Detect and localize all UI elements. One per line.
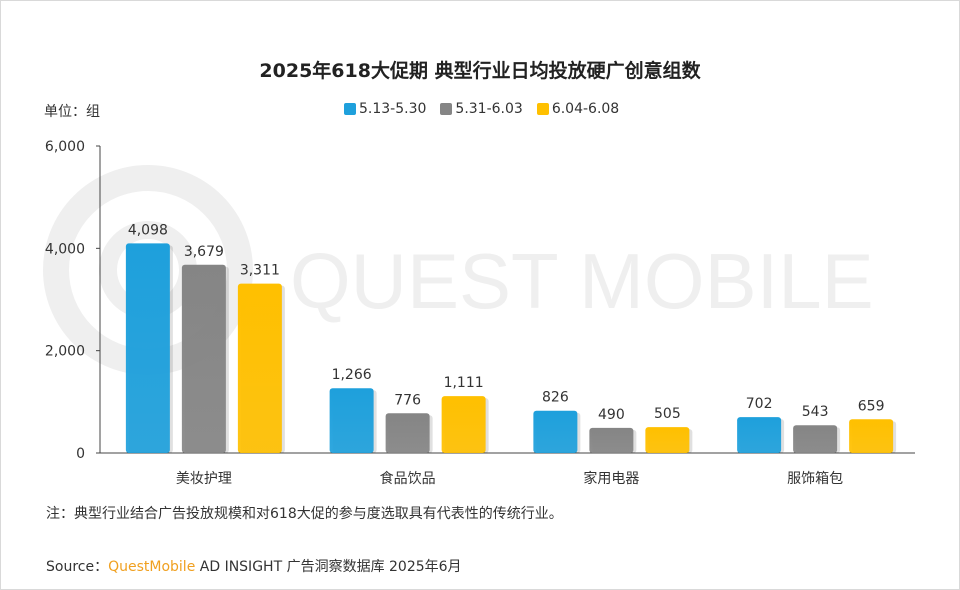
legend-label-series1: 5.13-5.30 — [359, 101, 427, 117]
watermark: QUEST MOBILE — [43, 165, 874, 375]
bars — [125, 243, 897, 453]
bar-2 — [181, 264, 226, 453]
bar-1 — [737, 417, 782, 453]
y-tick-label: 4,000 — [45, 241, 85, 257]
watermark-text: QUEST MOBILE — [290, 237, 874, 325]
x-category-label: 服饰箱包 — [787, 471, 843, 487]
source-prefix: Source： — [46, 559, 109, 575]
bar-2 — [589, 427, 634, 453]
unit-label: 单位：组 — [44, 104, 100, 120]
legend-label-series2: 5.31-6.03 — [455, 101, 523, 117]
bar-value-label: 1,266 — [332, 367, 372, 383]
bar-value-label: 776 — [394, 392, 421, 408]
y-tick-label: 2,000 — [45, 344, 85, 360]
bar-value-label: 3,679 — [184, 244, 224, 260]
bar-1 — [329, 388, 374, 453]
bar-value-label: 543 — [802, 404, 829, 420]
legend: 5.13-5.30 5.31-6.03 6.04-6.08 — [344, 101, 619, 117]
bar-value-label: 4,098 — [128, 222, 168, 238]
bar-1 — [125, 243, 170, 453]
x-category-label: 美妆护理 — [176, 471, 232, 487]
bar-value-label: 659 — [858, 398, 885, 414]
source-brand: QuestMobile — [108, 559, 196, 575]
legend-item-series3: 6.04-6.08 — [536, 101, 620, 117]
legend-swatch-series2 — [440, 103, 453, 115]
bar-3 — [849, 419, 894, 453]
legend-label-series3: 6.04-6.08 — [551, 101, 620, 117]
bar-1 — [533, 410, 578, 453]
legend-swatch-series3 — [536, 103, 549, 115]
axes: 0 2,000 4,000 6,000 美妆护理 食品饮品 家用电器 服饰箱包 — [45, 139, 915, 487]
bar-value-label: 1,111 — [444, 375, 484, 391]
bar-value-label: 826 — [542, 390, 569, 406]
x-category-label: 食品饮品 — [380, 470, 436, 487]
bar-2 — [385, 413, 430, 453]
footnote: 注：典型行业结合广告投放规模和对618大促的参与度选取具有代表性的传统行业。 — [46, 506, 563, 522]
data-labels: 4,098 3,679 3,311 1,266 776 1,111 826 490 505 702… — [128, 222, 885, 423]
bar-3 — [237, 283, 282, 453]
chart-title: 2025年618大促期 典型行业日均投放硬广创意组数 — [259, 60, 701, 82]
source-suffix: AD INSIGHT 广告洞察数据库 2025年6月 — [195, 559, 462, 575]
bar-value-label: 490 — [598, 407, 625, 423]
bar-value-label: 702 — [746, 396, 773, 412]
y-tick-label: 6,000 — [45, 139, 85, 155]
legend-item-series1: 5.13-5.30 — [344, 101, 426, 117]
bar-3 — [645, 427, 690, 453]
source-line: Source：QuestMobile AD INSIGHT 广告洞察数据库 20… — [46, 556, 462, 576]
bar-value-label: 505 — [654, 406, 681, 422]
bar-3 — [441, 396, 486, 453]
x-category-label: 家用电器 — [583, 470, 639, 487]
bar-2 — [793, 425, 838, 453]
y-tick-label: 0 — [76, 446, 85, 462]
bar-value-label: 3,311 — [240, 263, 280, 279]
legend-item-series2: 5.31-6.03 — [440, 101, 523, 117]
legend-swatch-series1 — [344, 103, 356, 115]
